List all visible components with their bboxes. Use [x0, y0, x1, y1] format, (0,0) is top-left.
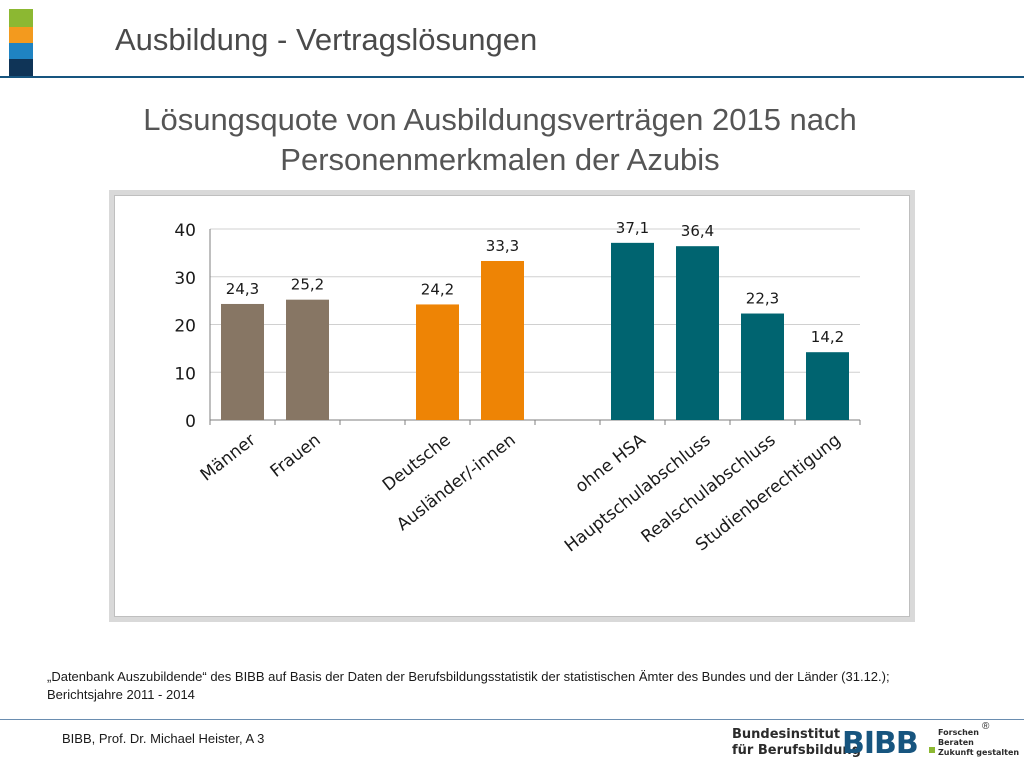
accent-strip-green — [9, 9, 33, 27]
logo-institute-name: Bundesinstitut für Berufsbildung — [732, 727, 861, 759]
y-tick-label: 10 — [174, 364, 196, 384]
logo-slogan: Forschen Beraten Zukunft gestalten — [938, 728, 1019, 758]
chart-subtitle: Lösungsquote von Ausbildungsverträgen 20… — [0, 100, 1000, 180]
category-label: Frauen — [267, 430, 325, 481]
bar — [741, 313, 784, 420]
bar — [286, 299, 329, 420]
accent-strip-navy — [9, 59, 33, 76]
chart-frame: 0 10 20 30 40 24,3 Männer 25,2 Frauen 24,2 Deutsch… — [109, 190, 915, 622]
data-label: 37,1 — [616, 219, 649, 237]
data-label: 14,2 — [811, 328, 844, 346]
data-label: 24,3 — [226, 280, 259, 298]
source-note: „Datenbank Auszubildende“ des BIBB auf B… — [47, 669, 890, 702]
logo-mark: BIBB — [842, 726, 919, 761]
data-label: 25,2 — [291, 276, 324, 294]
bibb-logo: Bundesinstitut für Berufsbildung BIBB Fo… — [732, 721, 1022, 764]
logo-name-line-2: für Berufsbildung — [732, 743, 861, 758]
footer-author: BIBB, Prof. Dr. Michael Heister, A 3 — [62, 731, 265, 746]
bar — [676, 246, 719, 420]
footer-divider — [0, 719, 1024, 720]
bar-chart: 01020304024,3Männer25,2Frauen24,2Deutsch… — [174, 219, 861, 556]
data-label: 22,3 — [746, 290, 779, 308]
header-divider — [0, 76, 1024, 78]
bar — [611, 242, 654, 420]
y-tick-label: 20 — [174, 317, 196, 337]
y-tick-label: 40 — [174, 221, 196, 241]
registered-mark: ® — [982, 721, 990, 732]
chart-area: 0 10 20 30 40 24,3 Männer 25,2 Frauen 24,2 Deutsch… — [114, 195, 910, 617]
category-label: Männer — [197, 430, 260, 485]
subtitle-line-2: Personenmerkmalen der Azubis — [280, 142, 720, 177]
bar — [806, 352, 849, 420]
page-title: Ausbildung - Vertragslösungen — [115, 22, 538, 57]
category-label: Ausländer/-innen — [393, 430, 519, 535]
slogan-line-2: Beraten — [938, 738, 974, 747]
y-tick-label: 0 — [185, 412, 196, 432]
subtitle-line-1: Lösungsquote von Ausbildungsverträgen 20… — [143, 102, 857, 137]
logo-dot — [929, 747, 935, 753]
logo-name-line-1: Bundesinstitut — [732, 727, 841, 742]
data-label: 33,3 — [486, 237, 519, 255]
data-label: 36,4 — [681, 222, 714, 240]
bar — [481, 260, 524, 420]
data-label: 24,2 — [421, 280, 454, 298]
accent-strip-orange — [9, 27, 33, 43]
y-tick-label: 30 — [174, 269, 196, 289]
slogan-line-3: Zukunft gestalten — [938, 748, 1020, 757]
bar — [221, 303, 264, 420]
bar — [416, 304, 459, 420]
accent-strip-blue — [9, 43, 33, 59]
slogan-line-1: Forschen — [938, 728, 979, 737]
